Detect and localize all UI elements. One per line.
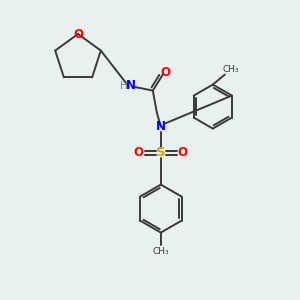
Text: N: N	[126, 79, 136, 92]
Text: N: N	[156, 120, 166, 133]
Text: CH₃: CH₃	[152, 247, 169, 256]
Text: O: O	[134, 146, 144, 159]
Text: CH₃: CH₃	[223, 65, 239, 74]
Text: S: S	[156, 146, 166, 159]
Text: O: O	[161, 66, 171, 79]
Text: O: O	[178, 146, 188, 159]
Text: O: O	[73, 28, 83, 40]
Text: H: H	[120, 81, 128, 91]
